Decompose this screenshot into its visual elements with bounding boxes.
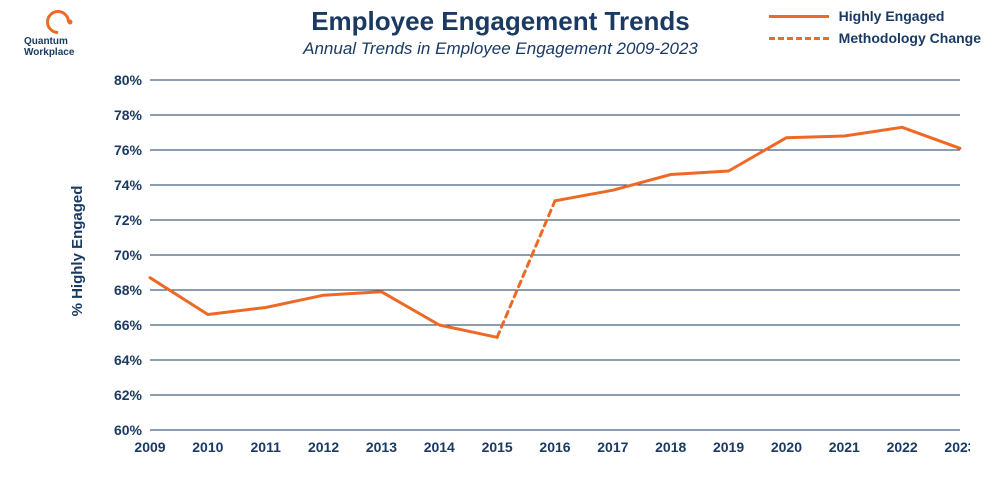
x-tick-label: 2017 <box>597 439 628 455</box>
x-tick-label: 2011 <box>251 439 282 455</box>
x-tick-label: 2015 <box>482 439 513 455</box>
y-tick-label: 60% <box>114 422 143 438</box>
x-tick-label: 2022 <box>887 439 918 455</box>
series-line <box>150 278 497 338</box>
y-tick-label: 78% <box>114 107 143 123</box>
y-axis-label: % Highly Engaged <box>69 185 86 316</box>
y-tick-label: 70% <box>114 247 143 263</box>
y-tick-label: 62% <box>114 387 143 403</box>
chart-svg: 60% 62% 64% 66% 68% 70% 72% 74% 76% 78% 80% 2009 201… <box>100 70 970 460</box>
x-tick-label: 2020 <box>771 439 802 455</box>
y-tick-label: 68% <box>114 282 143 298</box>
x-tick-label: 2014 <box>424 439 455 455</box>
y-tick-label: 64% <box>114 352 143 368</box>
legend-swatch-dashed-icon <box>769 37 829 40</box>
x-tick-label: 2009 <box>134 439 165 455</box>
legend: Highly Engaged Methodology Change <box>769 8 981 52</box>
x-tick-label: 2023 <box>944 439 970 455</box>
y-tick-label: 74% <box>114 177 143 193</box>
x-tick-label: 2016 <box>539 439 570 455</box>
y-tick-label: 76% <box>114 142 143 158</box>
x-tick-label: 2018 <box>655 439 686 455</box>
legend-label: Methodology Change <box>839 30 981 46</box>
y-tick-label: 66% <box>114 317 143 333</box>
legend-item: Methodology Change <box>769 30 981 46</box>
series-line <box>497 201 555 337</box>
plot-area: 60% 62% 64% 66% 68% 70% 72% 74% 76% 78% 80% 2009 201… <box>100 70 970 460</box>
legend-swatch-solid-icon <box>769 15 829 18</box>
x-tick-label: 2021 <box>829 439 860 455</box>
gridlines <box>150 80 960 430</box>
legend-label: Highly Engaged <box>839 8 945 24</box>
x-tick-label: 2013 <box>366 439 397 455</box>
x-tick-label: 2012 <box>308 439 339 455</box>
x-tick-label: 2010 <box>192 439 223 455</box>
chart-container: Quantum Workplace Employee Engagement Tr… <box>0 0 1001 501</box>
y-tick-label: 80% <box>114 72 143 88</box>
y-tick-label: 72% <box>114 212 143 228</box>
series-line <box>555 127 960 201</box>
x-tick-label: 2019 <box>713 439 744 455</box>
legend-item: Highly Engaged <box>769 8 981 24</box>
